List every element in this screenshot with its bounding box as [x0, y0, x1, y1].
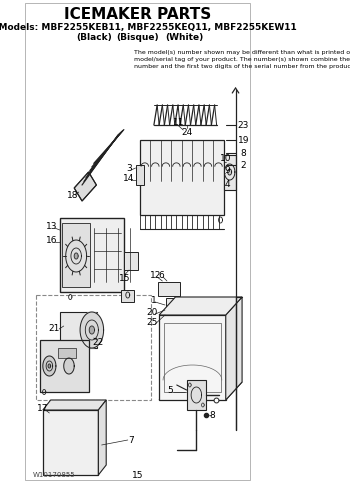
Polygon shape — [159, 382, 242, 400]
Polygon shape — [74, 253, 78, 259]
Polygon shape — [62, 223, 90, 287]
Text: 18: 18 — [66, 190, 78, 199]
Polygon shape — [89, 326, 94, 334]
Text: 10: 10 — [220, 154, 231, 162]
Text: 21: 21 — [48, 324, 60, 332]
Polygon shape — [125, 252, 138, 270]
Text: 4: 4 — [224, 180, 230, 188]
Text: (Black): (Black) — [76, 32, 112, 42]
Text: 12: 12 — [150, 270, 162, 280]
Text: model/serial tag of your product. The number(s) shown combine the model: model/serial tag of your product. The nu… — [134, 57, 350, 62]
Polygon shape — [74, 172, 96, 201]
Text: 14: 14 — [124, 173, 135, 183]
Polygon shape — [136, 165, 144, 185]
Text: 15: 15 — [119, 273, 130, 283]
Text: 8: 8 — [210, 411, 216, 420]
Polygon shape — [166, 298, 177, 312]
Polygon shape — [80, 312, 104, 348]
Polygon shape — [48, 364, 51, 368]
Text: 20: 20 — [146, 308, 158, 316]
Polygon shape — [159, 297, 242, 315]
Text: 5: 5 — [167, 385, 173, 395]
Text: 24: 24 — [182, 128, 193, 137]
Text: 6: 6 — [159, 270, 164, 280]
Text: 22: 22 — [93, 338, 104, 346]
Polygon shape — [187, 380, 206, 410]
Polygon shape — [226, 297, 242, 400]
Text: (Bisque): (Bisque) — [116, 32, 159, 42]
Polygon shape — [159, 315, 226, 400]
Text: 8: 8 — [240, 148, 246, 157]
Polygon shape — [228, 169, 232, 175]
Polygon shape — [43, 400, 106, 410]
Text: 7: 7 — [128, 436, 134, 444]
Text: 13: 13 — [46, 222, 58, 230]
Polygon shape — [140, 140, 224, 215]
Text: 3: 3 — [126, 164, 132, 172]
Text: 17: 17 — [37, 403, 49, 412]
Polygon shape — [64, 358, 74, 374]
Text: 23: 23 — [238, 120, 249, 129]
Polygon shape — [43, 410, 98, 475]
Text: 11: 11 — [173, 117, 184, 127]
Text: 16: 16 — [46, 236, 58, 244]
Polygon shape — [58, 348, 76, 358]
Polygon shape — [98, 400, 106, 475]
Text: W10170855: W10170855 — [33, 472, 76, 478]
Text: 1: 1 — [151, 296, 157, 304]
Polygon shape — [121, 290, 134, 302]
Polygon shape — [61, 218, 125, 292]
Polygon shape — [159, 282, 180, 296]
Polygon shape — [61, 312, 97, 348]
Text: 2: 2 — [240, 160, 246, 170]
Text: 9: 9 — [224, 166, 230, 174]
Text: 15: 15 — [132, 470, 143, 480]
Polygon shape — [224, 155, 236, 190]
Text: For Models: MBF2255KEB11, MBF2255KEQ11, MBF2255KEW11: For Models: MBF2255KEB11, MBF2255KEQ11, … — [0, 23, 296, 31]
Polygon shape — [40, 340, 89, 392]
Polygon shape — [43, 356, 56, 376]
Text: number and the first two digits of the serial number from the product tag.: number and the first two digits of the s… — [134, 64, 350, 69]
Text: The model(s) number shown may be different than what is printed on the: The model(s) number shown may be differe… — [134, 50, 350, 55]
Text: (White): (White) — [166, 32, 204, 42]
Text: ICEMAKER PARTS: ICEMAKER PARTS — [64, 6, 211, 22]
Text: 25: 25 — [146, 317, 158, 327]
Text: 19: 19 — [238, 136, 249, 144]
